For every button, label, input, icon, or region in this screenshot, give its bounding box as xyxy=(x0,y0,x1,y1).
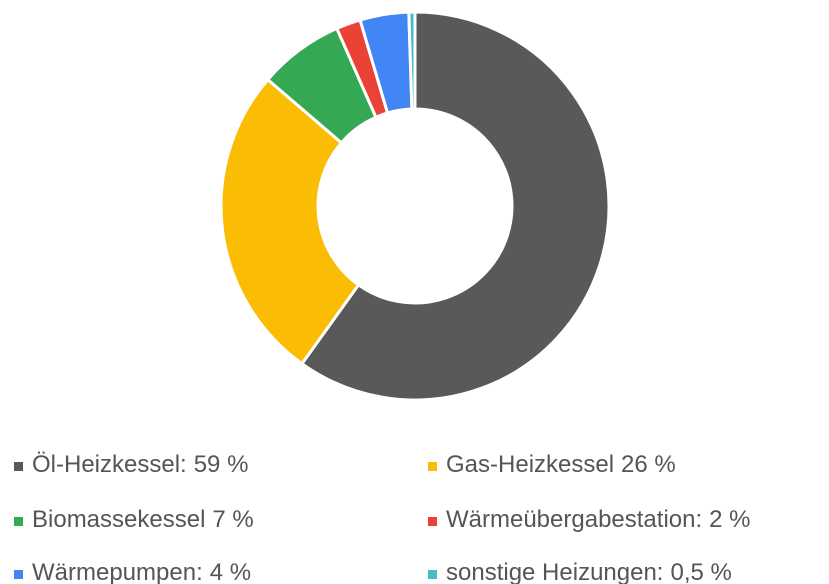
legend-value: 7 % xyxy=(212,506,253,533)
donut-slice xyxy=(407,10,417,111)
legend-name: sonstige Heizungen: xyxy=(446,559,663,584)
legend-value: 0,5 % xyxy=(670,559,731,584)
legend-value: 2 % xyxy=(709,506,750,533)
legend-item: Wärmeübergabestation: 2 % xyxy=(428,506,751,533)
legend-label: sonstige Heizungen: 0,5 % xyxy=(446,559,732,584)
donut-slice xyxy=(219,77,361,366)
donut-slice xyxy=(299,10,611,402)
legend-swatch xyxy=(14,517,23,526)
legend-swatch xyxy=(428,462,437,471)
legend-swatch xyxy=(428,517,437,526)
legend-name: Wärmepumpen: xyxy=(32,559,203,584)
legend-name: Gas-Heizkessel xyxy=(446,451,614,478)
legend-label: Gas-Heizkessel 26 % xyxy=(446,451,676,478)
legend-item: Öl-Heizkessel: 59 % xyxy=(14,451,248,478)
legend-name: Biomassekessel xyxy=(32,506,205,533)
legend-item: Wärmepumpen: 4 % xyxy=(14,559,251,584)
legend-swatch xyxy=(428,570,437,579)
legend-swatch xyxy=(14,462,23,471)
legend-value: 26 % xyxy=(621,451,676,478)
legend-value: 4 % xyxy=(210,559,251,584)
legend-item: Gas-Heizkessel 26 % xyxy=(428,451,676,478)
legend-label: Wärmeübergabestation: 2 % xyxy=(446,506,751,533)
legend-name: Wärmeübergabestation: xyxy=(446,506,702,533)
legend-item: Biomassekessel 7 % xyxy=(14,506,254,533)
legend-item: sonstige Heizungen: 0,5 % xyxy=(428,559,732,584)
legend-value: 59 % xyxy=(194,451,249,478)
legend-label: Wärmepumpen: 4 % xyxy=(32,559,251,584)
legend-label: Biomassekessel 7 % xyxy=(32,506,254,533)
legend-swatch xyxy=(14,570,23,579)
legend-name: Öl-Heizkessel: xyxy=(32,451,187,478)
legend-label: Öl-Heizkessel: 59 % xyxy=(32,451,248,478)
